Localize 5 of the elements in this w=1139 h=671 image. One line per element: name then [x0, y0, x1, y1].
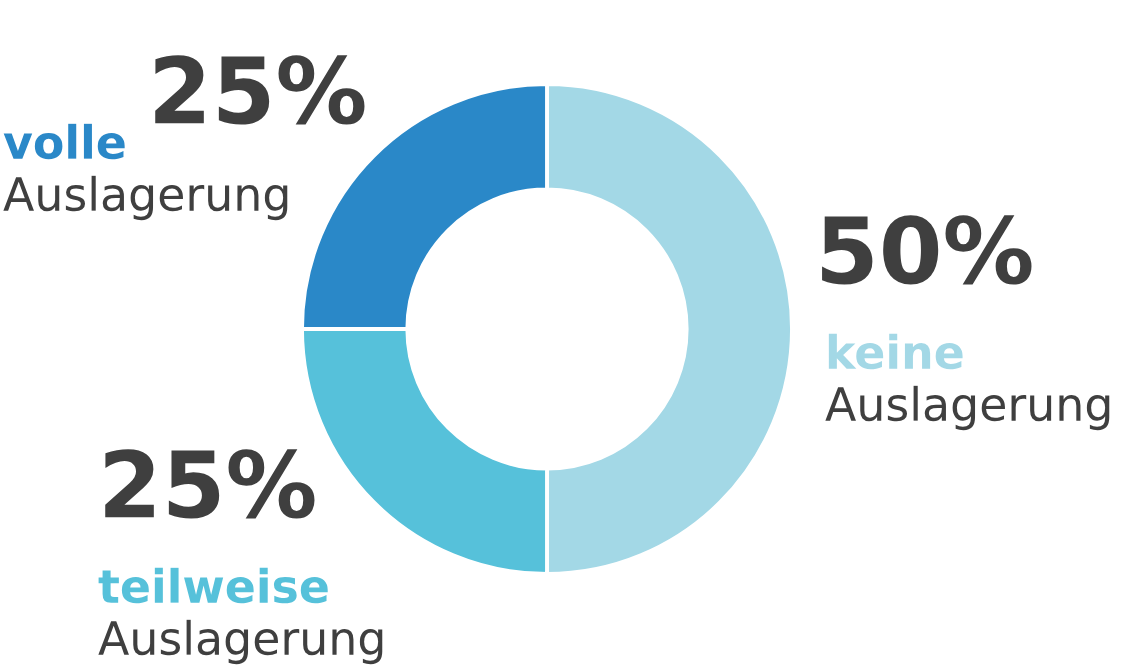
slice-label: teilweise Auslagerung: [98, 567, 383, 665]
data-label: 25%: [105, 449, 315, 519]
data-label: 25%: [155, 55, 365, 125]
data-label: 50%: [822, 215, 1032, 285]
slice-label: keine Auslagerung: [825, 333, 1110, 431]
